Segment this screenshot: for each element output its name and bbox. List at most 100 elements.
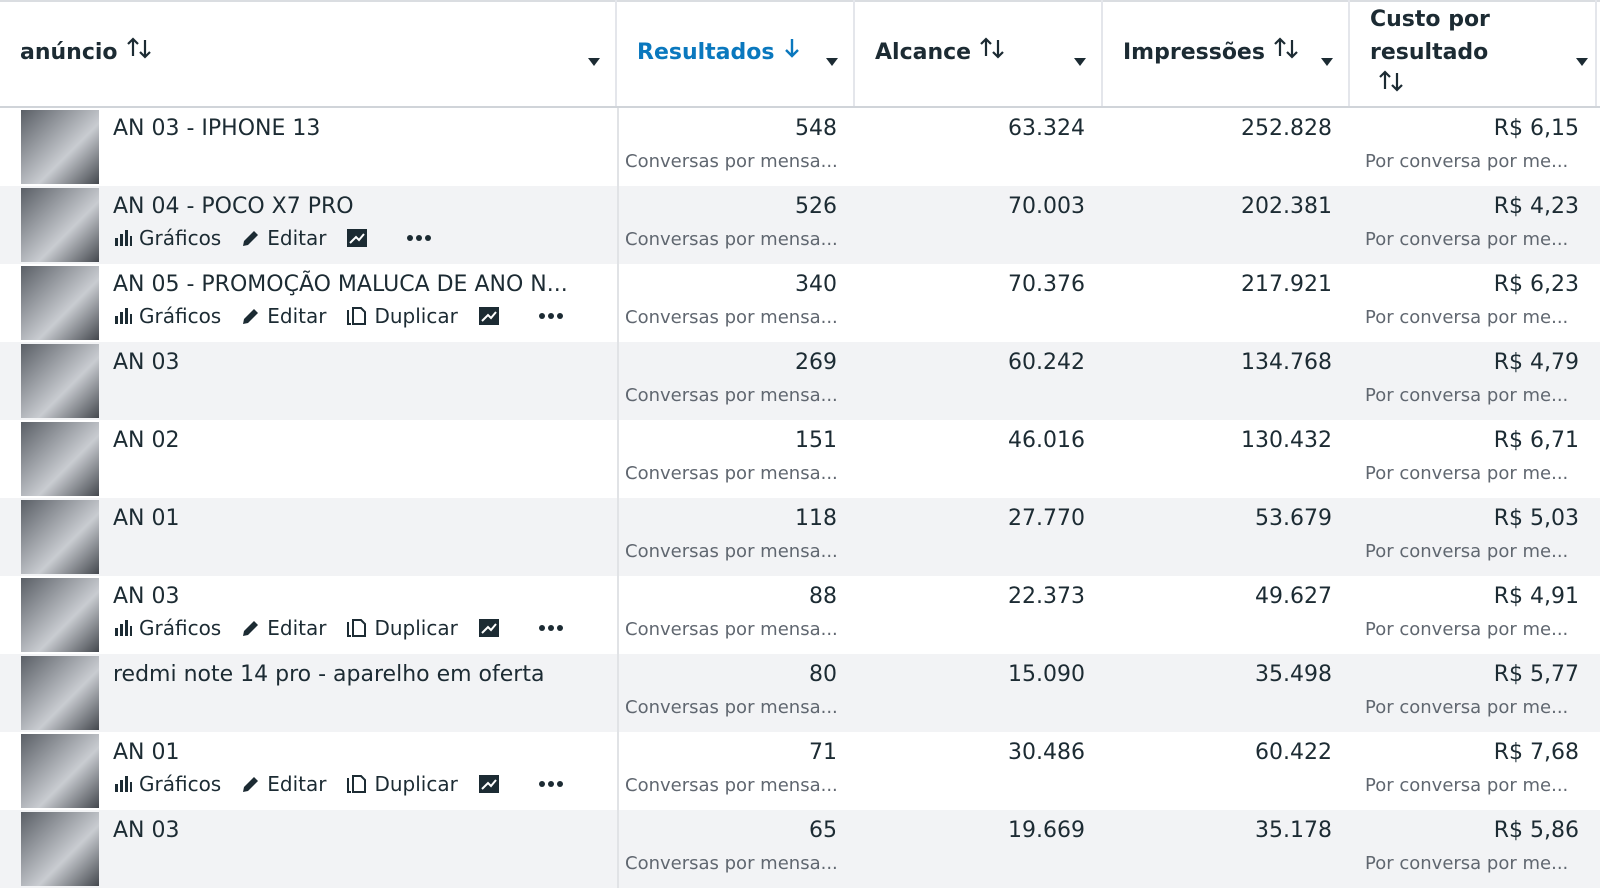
column-header[interactable]: Resultados — [617, 0, 855, 106]
action-button[interactable]: Gráficos — [113, 616, 221, 640]
action-button[interactable]: Editar — [241, 304, 326, 328]
ad-name[interactable]: AN 01 — [113, 506, 180, 531]
thumbnail[interactable] — [21, 578, 99, 652]
dropdown-caret[interactable] — [587, 48, 601, 73]
ad-name[interactable]: AN 02 — [113, 428, 180, 453]
cost-label: Por conversa por me... — [1365, 229, 1569, 250]
results-value: 548 — [795, 116, 837, 141]
reach-value: 70.003 — [1008, 194, 1085, 219]
cost-value: R$ 6,71 — [1493, 428, 1579, 453]
ad-name[interactable]: redmi note 14 pro - aparelho em oferta — [113, 662, 545, 687]
action-text: Editar — [267, 616, 327, 640]
action-button[interactable]: Duplicar — [346, 616, 458, 640]
action-icon — [241, 774, 261, 794]
results-label: Conversas por mensa... — [625, 151, 838, 172]
cost-label: Por conversa por me... — [1365, 463, 1569, 484]
ad-name[interactable]: AN 03 - IPHONE 13 — [113, 116, 321, 141]
action-button[interactable]: Gráficos — [113, 772, 221, 796]
column-header[interactable]: Alcance — [855, 0, 1103, 106]
trend-button[interactable] — [478, 774, 500, 794]
header-text: Custo por resultado — [1370, 7, 1490, 65]
cost-label: Por conversa por me... — [1365, 151, 1569, 172]
thumbnail[interactable] — [21, 188, 99, 262]
table-row: AN 02 151 Conversas por mensa... 46.016 130.… — [0, 420, 1600, 498]
action-button[interactable]: Editar — [241, 616, 326, 640]
action-text: Duplicar — [374, 772, 458, 796]
action-text: Gráficos — [139, 226, 222, 250]
action-button[interactable]: Gráficos — [113, 226, 221, 250]
action-text: Duplicar — [374, 304, 458, 328]
results-label: Conversas por mensa... — [625, 463, 838, 484]
thumbnail[interactable] — [21, 266, 99, 340]
thumbnail[interactable] — [21, 500, 99, 574]
header-label: Alcance — [875, 36, 1005, 70]
thumbnail[interactable] — [21, 656, 99, 730]
more-button[interactable] — [406, 234, 432, 242]
cost-value: R$ 7,68 — [1493, 740, 1579, 765]
ad-name[interactable]: AN 03 — [113, 350, 180, 375]
action-button[interactable]: Editar — [241, 772, 326, 796]
dropdown-caret[interactable] — [1575, 48, 1589, 73]
dropdown-caret[interactable] — [825, 48, 839, 73]
trend-button[interactable] — [346, 228, 368, 248]
more-button[interactable] — [538, 624, 564, 632]
thumbnail[interactable] — [21, 110, 99, 184]
results-label: Conversas por mensa... — [625, 541, 838, 562]
thumbnail[interactable] — [21, 734, 99, 808]
action-text: Duplicar — [374, 616, 458, 640]
results-label: Conversas por mensa... — [625, 775, 838, 796]
column-header[interactable]: Impressões — [1103, 0, 1350, 106]
dropdown-caret[interactable] — [1320, 48, 1334, 73]
reach-value: 19.669 — [1008, 818, 1085, 843]
action-button[interactable]: Gráficos — [113, 304, 221, 328]
action-icon — [113, 228, 133, 248]
results-label: Conversas por mensa... — [625, 619, 838, 640]
sort-icon — [1378, 69, 1404, 103]
ad-name[interactable]: AN 01 — [113, 740, 180, 765]
results-value: 80 — [809, 662, 837, 687]
ad-name[interactable]: AN 04 - POCO X7 PRO — [113, 194, 354, 219]
action-button[interactable]: Duplicar — [346, 772, 458, 796]
more-button[interactable] — [538, 780, 564, 788]
header-text: Resultados — [637, 40, 775, 65]
column-header[interactable]: Custo por resultado — [1350, 0, 1597, 106]
header — [0, 0, 1600, 108]
results-label: Conversas por mensa... — [625, 385, 838, 406]
action-text: Editar — [267, 226, 327, 250]
cost-value: R$ 5,77 — [1493, 662, 1579, 687]
action-button[interactable]: Editar — [241, 226, 326, 250]
trend-button[interactable] — [478, 306, 500, 326]
cost-value: R$ 5,03 — [1493, 506, 1579, 531]
header-label: Resultados — [637, 36, 802, 70]
cost-value: R$ 4,91 — [1493, 584, 1579, 609]
action-text: Gráficos — [139, 616, 222, 640]
thumbnail[interactable] — [21, 344, 99, 418]
action-text: Editar — [267, 304, 327, 328]
impressions-value: 35.498 — [1255, 662, 1332, 687]
more-button[interactable] — [538, 312, 564, 320]
ad-name[interactable]: AN 03 — [113, 584, 180, 609]
results-label: Conversas por mensa... — [625, 853, 838, 874]
column-separator — [617, 498, 619, 576]
trend-button[interactable] — [478, 618, 500, 638]
reach-value: 46.016 — [1008, 428, 1085, 453]
column-separator — [617, 186, 619, 264]
thumbnail[interactable] — [21, 812, 99, 886]
dropdown-caret[interactable] — [1073, 48, 1087, 73]
cost-value: R$ 4,23 — [1493, 194, 1579, 219]
ad-name[interactable]: AN 05 - PROMOÇÃO MALUCA DE ANO N... — [113, 272, 568, 297]
action-text: Editar — [267, 772, 327, 796]
header-label: anúncio — [20, 36, 152, 70]
column-header[interactable]: anúncio — [0, 0, 617, 106]
reach-value: 27.770 — [1008, 506, 1085, 531]
ad-name[interactable]: AN 03 — [113, 818, 180, 843]
action-icon — [113, 306, 133, 326]
column-separator — [617, 108, 619, 186]
action-button[interactable]: Duplicar — [346, 304, 458, 328]
thumbnail[interactable] — [21, 422, 99, 496]
results-label: Conversas por mensa... — [625, 697, 838, 718]
results-value: 88 — [809, 584, 837, 609]
cost-label: Por conversa por me... — [1365, 541, 1569, 562]
table-row: AN 01 118 Conversas por mensa... 27.770 53.6… — [0, 498, 1600, 576]
